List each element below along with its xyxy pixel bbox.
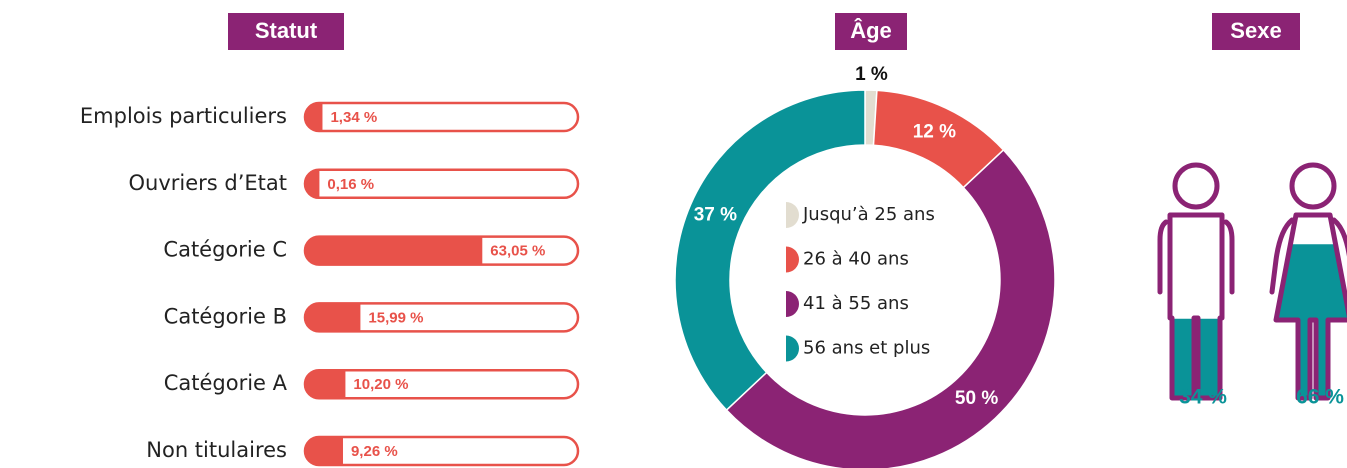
bar	[305, 103, 323, 131]
chart-title: Sexe	[1230, 18, 1281, 43]
title-box	[1212, 13, 1300, 50]
category-label: Catégorie C	[163, 238, 287, 262]
value-label: 63,05 %	[490, 243, 545, 260]
donut-segment	[674, 89, 866, 412]
legend-swatch	[786, 291, 799, 317]
legend-swatch	[786, 246, 799, 273]
legend-label: 26 à 40 ans	[803, 249, 909, 270]
label-box	[324, 107, 405, 127]
label-box	[484, 240, 565, 261]
value-label: 1,34 %	[330, 109, 377, 126]
legend-label: 41 à 55 ans	[803, 293, 909, 314]
title-box	[835, 13, 907, 50]
category-label: Catégorie B	[164, 304, 287, 328]
value-label: 15,99 %	[368, 309, 423, 326]
category-label: Ouvriers d’Etat	[128, 171, 287, 195]
figure-outline	[1167, 212, 1225, 401]
label-box	[321, 173, 402, 194]
value-label: 66 %	[1296, 386, 1344, 409]
legend-swatch	[786, 335, 799, 362]
bar	[305, 437, 343, 465]
figure-arms	[1269, 217, 1347, 295]
value-label: 37 %	[694, 204, 737, 225]
category-label: Catégorie A	[164, 371, 288, 395]
bar	[305, 370, 346, 399]
value-label: 10,20 %	[353, 376, 408, 393]
figure-head	[1289, 162, 1337, 210]
value-label: 12 %	[913, 122, 956, 143]
label-box	[347, 374, 428, 395]
chart-title: Âge	[850, 18, 892, 43]
donut-segment	[725, 148, 1056, 468]
chart-title: Statut	[255, 18, 318, 43]
value-label: 9,26 %	[351, 443, 398, 460]
category-label: Non titulaires	[146, 438, 287, 462]
label-box	[362, 307, 443, 328]
legend-label: Jusqu’à 25 ans	[802, 204, 935, 225]
bar	[305, 303, 361, 332]
legend-label: 56 ans et plus	[803, 338, 930, 359]
figure-outline	[1273, 212, 1347, 401]
value-label: 1 %	[855, 64, 888, 85]
value-label: 50 %	[955, 388, 998, 409]
figure-arms	[1157, 219, 1235, 295]
value-label: 0,16 %	[327, 176, 374, 193]
bar-track	[303, 368, 580, 400]
figure-head	[1172, 162, 1220, 210]
figure-fill	[1172, 318, 1220, 398]
title-box	[228, 13, 344, 50]
bar	[305, 169, 320, 198]
label-box	[344, 441, 425, 461]
figure-fill	[1276, 244, 1347, 398]
value-label: 34 %	[1179, 386, 1227, 409]
category-label: Emplois particuliers	[80, 104, 287, 128]
legend-swatch	[786, 202, 799, 228]
bar	[305, 236, 483, 265]
